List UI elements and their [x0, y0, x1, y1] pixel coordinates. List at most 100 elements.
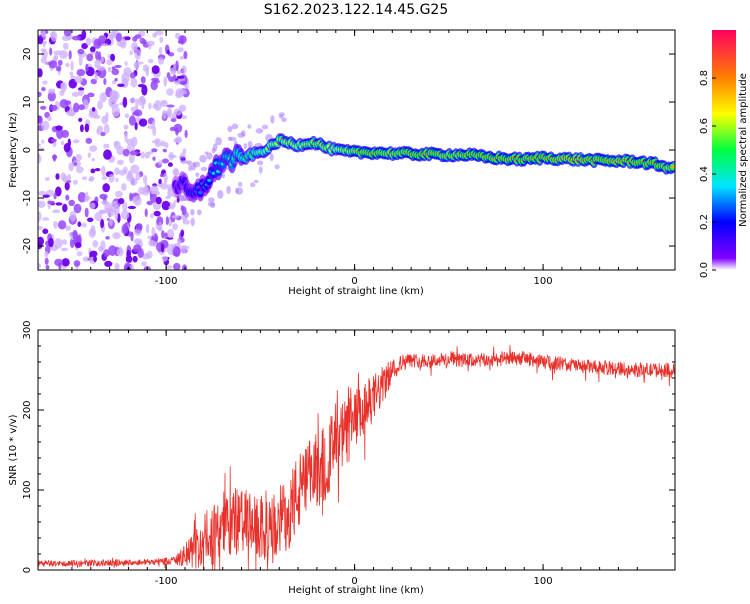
noise-blob [247, 140, 253, 149]
noise-blob [94, 168, 101, 172]
y-tick-label: 100 [22, 480, 33, 499]
noise-blob [122, 201, 128, 212]
noise-blob [160, 182, 168, 190]
noise-blob [114, 203, 120, 215]
noise-blob [127, 205, 136, 210]
noise-blob [181, 115, 188, 120]
noise-blob [227, 125, 233, 133]
noise-blob [199, 154, 207, 163]
noise-blob [63, 143, 71, 153]
x-tick-label: -100 [155, 276, 178, 287]
noise-blob [70, 60, 74, 71]
y-tick-label: 0 [22, 567, 33, 573]
noise-blob [149, 193, 158, 203]
noise-blob [87, 152, 92, 158]
noise-blob [269, 153, 274, 162]
noise-blob [149, 185, 159, 195]
noise-blob [104, 202, 112, 213]
noise-blob [125, 255, 133, 263]
noise-blob [195, 172, 200, 178]
x-tick-label: 0 [351, 276, 357, 287]
noise-blob [144, 151, 151, 159]
noise-blob [78, 104, 85, 111]
noise-blob [253, 179, 259, 184]
noise-blob [84, 197, 89, 203]
noise-blob [172, 223, 179, 231]
noise-blob [150, 213, 154, 219]
noise-blob [172, 63, 177, 74]
noise-blob [191, 162, 197, 171]
noise-blob [55, 186, 62, 197]
noise-blob [105, 111, 109, 123]
noise-blob [52, 154, 57, 162]
noise-blob [217, 189, 224, 199]
noise-blob [250, 182, 256, 188]
noise-blob [183, 50, 188, 60]
noise-blob [171, 215, 180, 219]
noise-blob [243, 143, 247, 150]
noise-blob [112, 232, 121, 240]
noise-blob [38, 154, 42, 164]
noise-blob [180, 245, 187, 254]
x-tick-label: 0 [351, 576, 357, 587]
noise-blob [52, 209, 61, 214]
noise-blob [63, 30, 72, 37]
noise-blob [167, 162, 173, 167]
noise-blob [107, 31, 117, 37]
noise-blob [92, 114, 101, 120]
noise-blob [41, 30, 46, 38]
noise-blob [161, 255, 168, 262]
noise-blob [53, 220, 58, 229]
noise-blob [38, 211, 42, 222]
noise-blob [168, 205, 175, 210]
noise-blob [116, 146, 125, 156]
noise-blob [111, 105, 120, 117]
noise-blob [130, 164, 140, 174]
noise-blob [162, 148, 167, 153]
noise-blob [38, 236, 44, 246]
noise-blob [177, 70, 182, 74]
colorbar-tick-label: 0.2 [699, 214, 710, 230]
noise-blob [178, 155, 185, 159]
noise-blob [54, 258, 63, 267]
noise-blob [44, 61, 49, 66]
colorbar-tick-label: 0.8 [699, 70, 710, 86]
noise-blob [179, 80, 188, 85]
noise-blob [247, 124, 252, 129]
noise-blob [59, 90, 65, 96]
noise-blob [53, 192, 57, 200]
noise-blob [107, 66, 112, 73]
noise-blob [77, 221, 82, 227]
noise-blob [109, 218, 113, 226]
noise-blob [72, 179, 78, 185]
noise-blob [168, 76, 176, 83]
spectrogram-xlabel: Height of straight line (km) [288, 286, 424, 297]
noise-blob [172, 168, 180, 177]
noise-blob [38, 200, 46, 208]
noise-blob [145, 224, 150, 234]
noise-blob [65, 225, 72, 231]
noise-blob [281, 117, 287, 123]
noise-blob [47, 91, 56, 102]
noise-blob [270, 115, 275, 124]
noise-blob [94, 59, 101, 69]
noise-blob [106, 218, 110, 221]
ridge-core [670, 165, 675, 169]
noise-blob [75, 242, 82, 249]
noise-blob [61, 239, 68, 245]
noise-blob [41, 139, 45, 144]
noise-blob [41, 87, 46, 92]
noise-blob [38, 91, 42, 97]
noise-blob [78, 117, 83, 122]
noise-blob [114, 262, 120, 270]
noise-blob [84, 207, 89, 218]
noise-blob [68, 199, 75, 207]
noise-blob [94, 211, 103, 222]
noise-blob [40, 57, 47, 64]
noise-blob [180, 229, 185, 237]
noise-blob [168, 154, 177, 159]
noise-blob [104, 260, 113, 267]
noise-blob [106, 59, 113, 66]
noise-blob [163, 76, 168, 87]
